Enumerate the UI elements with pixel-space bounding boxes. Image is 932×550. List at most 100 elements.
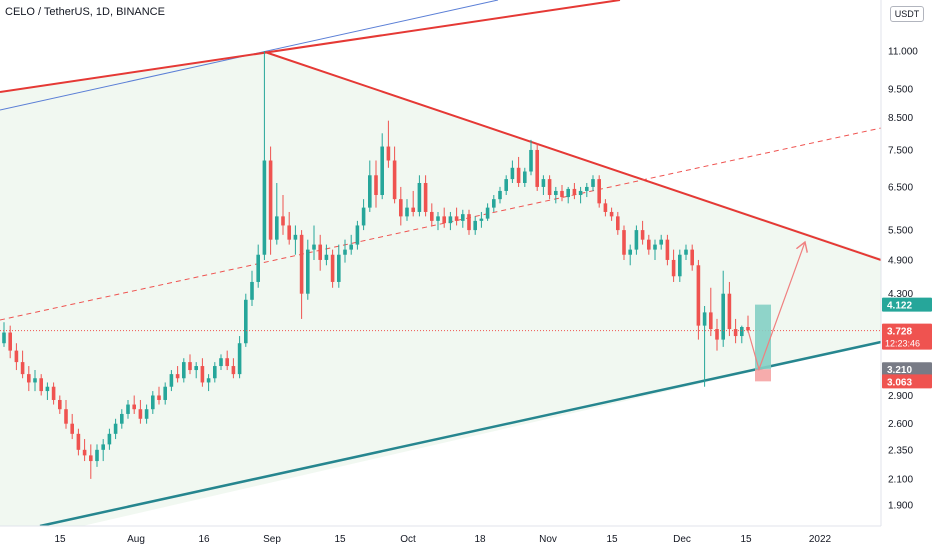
candle[interactable]: [219, 354, 223, 371]
candle[interactable]: [746, 315, 750, 333]
candle[interactable]: [709, 287, 713, 337]
candle[interactable]: [479, 211, 484, 228]
candle[interactable]: [330, 249, 335, 288]
candle[interactable]: [647, 234, 651, 255]
candle[interactable]: [492, 195, 496, 212]
candle[interactable]: [231, 358, 236, 379]
candle[interactable]: [547, 175, 552, 200]
candle[interactable]: [27, 366, 31, 392]
candle[interactable]: [76, 428, 81, 456]
candle[interactable]: [399, 186, 403, 226]
candle[interactable]: [206, 374, 211, 392]
candle[interactable]: [244, 293, 248, 347]
candle[interactable]: [8, 325, 12, 359]
candle[interactable]: [560, 184, 564, 202]
candle[interactable]: [678, 249, 682, 282]
candle[interactable]: [163, 382, 167, 405]
candle[interactable]: [585, 182, 589, 198]
candle[interactable]: [684, 244, 688, 260]
candle[interactable]: [349, 234, 353, 255]
candle[interactable]: [510, 160, 515, 183]
candle[interactable]: [144, 404, 149, 424]
candle[interactable]: [467, 209, 471, 235]
candle[interactable]: [138, 399, 143, 424]
candle[interactable]: [523, 167, 527, 187]
candle[interactable]: [504, 175, 508, 196]
candle[interactable]: [405, 199, 409, 221]
candle[interactable]: [169, 370, 174, 392]
candle[interactable]: [541, 175, 546, 196]
candle[interactable]: [175, 366, 180, 383]
candle[interactable]: [275, 182, 279, 245]
candle[interactable]: [498, 186, 502, 204]
candle[interactable]: [262, 50, 267, 260]
candle[interactable]: [355, 220, 360, 250]
candle[interactable]: [281, 195, 285, 235]
candle[interactable]: [95, 444, 99, 467]
position-stop-zone[interactable]: [755, 369, 771, 382]
candle[interactable]: [225, 350, 229, 371]
candle[interactable]: [182, 358, 186, 383]
candle[interactable]: [324, 244, 329, 266]
candle[interactable]: [256, 244, 260, 288]
candle[interactable]: [33, 370, 37, 392]
candle[interactable]: [634, 225, 639, 255]
candle[interactable]: [640, 220, 645, 245]
candle[interactable]: [268, 146, 273, 255]
candle[interactable]: [690, 244, 694, 271]
candle[interactable]: [529, 139, 533, 176]
candle[interactable]: [715, 318, 719, 351]
candle[interactable]: [39, 374, 43, 396]
candle[interactable]: [64, 399, 68, 429]
candle[interactable]: [380, 133, 384, 200]
candle[interactable]: [609, 207, 614, 221]
candle[interactable]: [461, 209, 465, 228]
projection-arrow[interactable]: [747, 242, 805, 372]
candle[interactable]: [120, 409, 124, 429]
candle[interactable]: [126, 399, 130, 419]
candle[interactable]: [628, 244, 632, 266]
candle[interactable]: [70, 413, 74, 440]
candle[interactable]: [603, 199, 608, 217]
candle[interactable]: [727, 281, 732, 337]
candle[interactable]: [82, 439, 87, 462]
channel-midline[interactable]: [0, 127, 882, 321]
candle[interactable]: [485, 203, 490, 221]
upper-resistance-line[interactable]: [0, 0, 621, 93]
candle[interactable]: [51, 382, 56, 405]
candle[interactable]: [374, 160, 378, 208]
candle[interactable]: [591, 175, 595, 191]
descending-trendline[interactable]: [264, 51, 882, 261]
candle[interactable]: [616, 211, 620, 235]
candle[interactable]: [306, 239, 310, 300]
candle[interactable]: [107, 428, 112, 450]
candle[interactable]: [151, 391, 155, 414]
candle[interactable]: [361, 199, 366, 231]
candle[interactable]: [436, 211, 440, 231]
candle[interactable]: [312, 225, 316, 260]
price-axis[interactable]: [881, 0, 932, 550]
candle[interactable]: [194, 362, 198, 379]
candle[interactable]: [2, 322, 6, 347]
candle[interactable]: [101, 439, 105, 462]
candle[interactable]: [696, 259, 701, 340]
candle[interactable]: [417, 175, 422, 217]
candle[interactable]: [535, 143, 539, 191]
candle[interactable]: [299, 230, 304, 319]
candle[interactable]: [516, 156, 521, 187]
candle[interactable]: [430, 203, 434, 226]
candle[interactable]: [132, 395, 136, 414]
candle[interactable]: [423, 175, 428, 217]
candle[interactable]: [368, 160, 372, 212]
currency-unit-button[interactable]: USDT: [890, 6, 924, 22]
candle[interactable]: [665, 234, 670, 266]
ascending-support-line[interactable]: [39, 340, 882, 528]
candle[interactable]: [411, 190, 415, 217]
candle[interactable]: [45, 382, 50, 400]
candle[interactable]: [702, 306, 707, 387]
candle[interactable]: [58, 395, 62, 414]
candle[interactable]: [343, 239, 347, 263]
candle[interactable]: [157, 386, 161, 405]
candle[interactable]: [473, 216, 477, 235]
candle[interactable]: [318, 234, 322, 271]
